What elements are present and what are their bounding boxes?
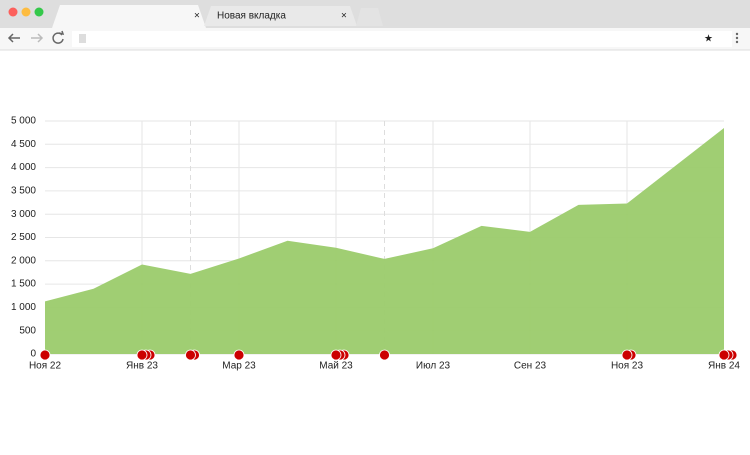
tab[interactable]	[204, 6, 357, 26]
y-tick-label: 2 000	[11, 255, 36, 266]
minimize-dot[interactable]	[21, 7, 31, 17]
new-tab[interactable]	[356, 8, 383, 26]
page-icon	[79, 34, 86, 43]
x-tick-label: Мар 23	[222, 361, 256, 372]
x-tick-label: Янв 24	[708, 361, 740, 372]
tab-title[interactable]: Новая вкладка	[217, 11, 286, 22]
y-tick-label: 0	[30, 349, 36, 360]
y-tick-label: 4 500	[11, 139, 36, 150]
x-tick-label: Янв 23	[126, 361, 158, 372]
back-button[interactable]	[7, 33, 20, 43]
forward-button[interactable]	[31, 33, 44, 43]
news-marker[interactable]	[718, 349, 730, 361]
x-tick-label: Сен 23	[514, 361, 547, 372]
news-marker[interactable]	[136, 349, 148, 361]
y-tick-label: 4 000	[11, 162, 36, 173]
tab-close[interactable]: ×	[194, 11, 200, 22]
x-tick-label: Ноя 23	[611, 361, 644, 372]
y-tick-label: 2 500	[11, 232, 36, 243]
address-bar[interactable]	[72, 31, 732, 47]
bookmark-star[interactable]: ★	[704, 34, 713, 45]
news-marker[interactable]	[621, 349, 633, 361]
x-tick-label: Май 23	[319, 361, 353, 372]
news-marker[interactable]	[330, 349, 342, 361]
close-dot[interactable]	[8, 7, 18, 17]
zoom-dot[interactable]	[34, 7, 44, 17]
y-tick-label: 500	[19, 325, 36, 336]
news-marker[interactable]	[185, 349, 196, 361]
area	[45, 127, 724, 355]
chart: 0 500 1 000 1 500 2 000 2 500 3 000 3 500 4 000 4…	[11, 116, 740, 372]
x-tick-label: Ноя 22	[29, 361, 62, 372]
menu-button[interactable]	[735, 32, 739, 44]
y-tick-label: 3 000	[11, 209, 36, 220]
active-tab[interactable]	[52, 5, 206, 28]
reload-button[interactable]	[52, 30, 65, 44]
y-tick-label: 1 500	[11, 279, 36, 290]
news-marker[interactable]	[379, 349, 390, 361]
news-marker[interactable]	[39, 349, 51, 361]
news-marker[interactable]	[233, 349, 245, 361]
y-tick-label: 3 500	[11, 186, 36, 197]
x-tick-label: Июл 23	[416, 361, 451, 372]
y-tick-label: 1 000	[11, 302, 36, 313]
tab-close[interactable]: ×	[341, 11, 347, 22]
y-tick-label: 5 000	[11, 116, 36, 127]
